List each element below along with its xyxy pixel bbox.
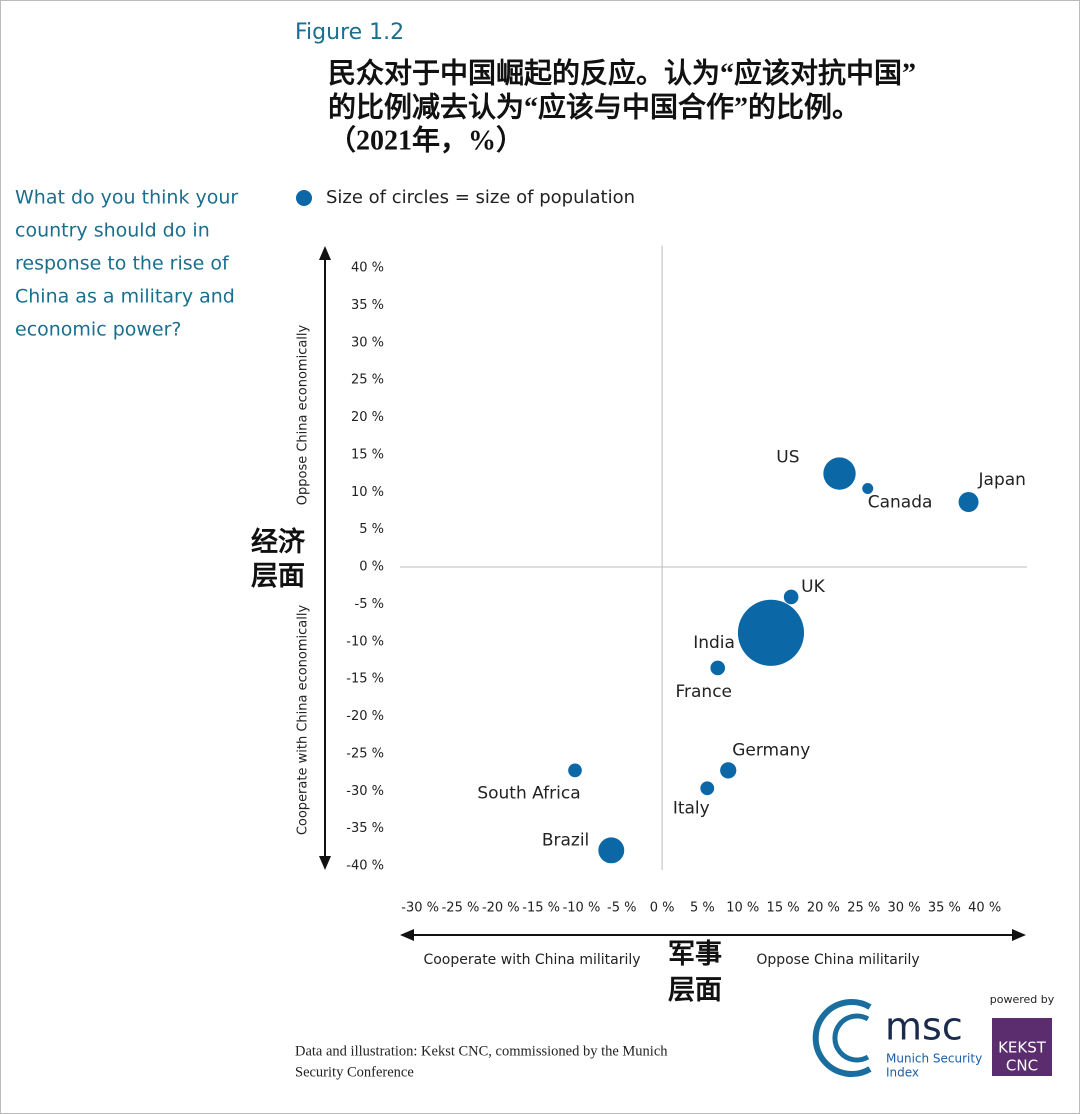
legend-text: Size of circles = size of population xyxy=(326,187,635,208)
bubble xyxy=(720,762,737,779)
bubble xyxy=(823,457,856,490)
kekst-logo xyxy=(992,1018,1052,1076)
x-tick-label: -15 % xyxy=(522,901,560,916)
point-label: India xyxy=(693,633,735,653)
bubble xyxy=(710,660,726,676)
y-tick-label: 15 % xyxy=(351,447,384,462)
bubble xyxy=(783,589,799,605)
question: economic power? xyxy=(15,319,182,341)
x-tick-label: -10 % xyxy=(563,901,601,916)
x-label-cn: 层面 xyxy=(668,975,722,1005)
powered-by: powered by xyxy=(990,993,1055,1006)
kekst-text: KEKST xyxy=(998,1039,1047,1057)
y-tick-label: -35 % xyxy=(346,821,384,836)
x-label-left: Cooperate with China militarily xyxy=(423,952,640,968)
bubble xyxy=(700,781,715,796)
bubble xyxy=(568,763,582,778)
question: response to the rise of xyxy=(15,253,230,275)
figure-label: Figure 1.2 xyxy=(295,20,404,45)
legend-dot xyxy=(296,190,312,206)
question: What do you think your xyxy=(15,187,238,209)
x-tick-label: 0 % xyxy=(650,901,675,916)
point-label: Italy xyxy=(673,798,710,818)
y-tick-label: -5 % xyxy=(355,597,384,612)
y-label-cn: 经济 xyxy=(251,526,306,557)
msc-text: msc xyxy=(885,1005,963,1049)
x-tick-label: 10 % xyxy=(726,901,759,916)
x-tick-label: 30 % xyxy=(888,901,921,916)
x-label-right: Oppose China militarily xyxy=(756,952,919,968)
point-label: Japan xyxy=(978,470,1026,490)
msc-sub: Index xyxy=(886,1066,919,1080)
question: country should do in xyxy=(15,220,210,242)
y-tick-label: -25 % xyxy=(346,746,384,761)
y-tick-label: 10 % xyxy=(351,485,384,500)
point-label: UK xyxy=(801,577,825,597)
y-tick-label: -20 % xyxy=(346,709,384,724)
y-tick-label: 0 % xyxy=(359,560,384,575)
point-label: France xyxy=(675,682,732,702)
x-tick-label: 40 % xyxy=(968,901,1001,916)
question: China as a military and xyxy=(15,286,235,308)
y-tick-label: -10 % xyxy=(346,634,384,649)
y-tick-label: 35 % xyxy=(351,298,384,313)
x-tick-label: 20 % xyxy=(807,901,840,916)
bubble xyxy=(958,492,979,512)
y-tick-label: 40 % xyxy=(351,261,384,276)
source: Data and illustration: Kekst CNC, commis… xyxy=(295,1043,668,1059)
chart-title: 民众对于中国崛起的反应。认为“应该对抗中国” xyxy=(328,56,916,89)
point-label: South Africa xyxy=(477,783,580,803)
kekst-text: CNC xyxy=(1006,1057,1038,1075)
source: Security Conference xyxy=(295,1064,414,1080)
x-tick-label: 5 % xyxy=(690,901,715,916)
y-tick-label: 5 % xyxy=(359,522,384,537)
x-tick-label: -20 % xyxy=(482,901,520,916)
y-tick-label: 30 % xyxy=(351,335,384,350)
y-tick-label: -40 % xyxy=(346,859,384,874)
x-tick-label: 15 % xyxy=(767,901,800,916)
y-tick-label: -15 % xyxy=(346,672,384,687)
msc-sub: Munich Security xyxy=(886,1052,982,1066)
msc-logo: msc Munich Security Index xyxy=(812,999,982,1080)
x-tick-label: -25 % xyxy=(442,901,480,916)
point-label: US xyxy=(776,448,799,468)
bubble xyxy=(598,837,625,864)
x-tick-label: -5 % xyxy=(607,901,636,916)
y-label-bottom: Cooperate with China economically xyxy=(296,605,311,836)
x-tick-label: 35 % xyxy=(928,901,961,916)
bubble xyxy=(737,599,805,666)
x-label-cn: 军事 xyxy=(668,939,722,969)
y-label-cn: 层面 xyxy=(251,561,305,591)
chart-title: （2021年，%） xyxy=(328,123,524,156)
point-label: Canada xyxy=(868,493,933,513)
y-tick-label: 25 % xyxy=(351,373,384,388)
y-tick-label: 20 % xyxy=(351,410,384,425)
chart-title: 的比例减去认为“应该与中国合作”的比例。 xyxy=(328,90,860,123)
point-label: Brazil xyxy=(542,830,589,850)
y-label-top: Oppose China economically xyxy=(296,324,311,505)
bubble xyxy=(862,483,874,495)
point-label: Germany xyxy=(732,740,810,760)
y-tick-label: -30 % xyxy=(346,784,384,799)
x-tick-label: -30 % xyxy=(401,901,439,916)
x-tick-label: 25 % xyxy=(847,901,880,916)
